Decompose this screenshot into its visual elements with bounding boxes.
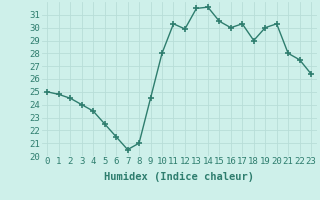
- X-axis label: Humidex (Indice chaleur): Humidex (Indice chaleur): [104, 172, 254, 182]
